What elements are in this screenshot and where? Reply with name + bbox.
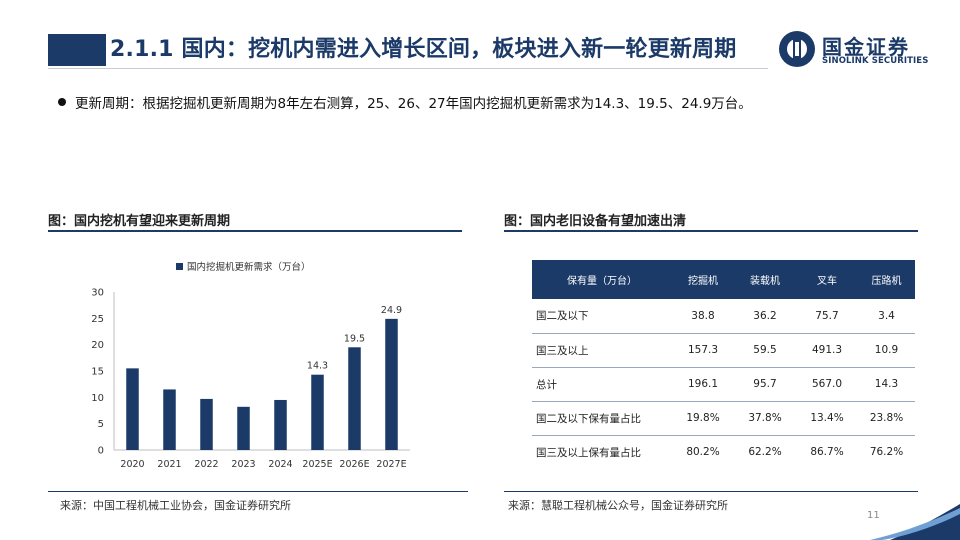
chart-legend: 国内挖掘机更新需求（万台） [176, 261, 311, 273]
bullet-point: 更新周期：根据挖掘机更新周期为8年左右测算，25、26、27年国内挖掘机更新需求… [58, 92, 752, 112]
table-cell: 62.2% [748, 446, 782, 459]
y-tick-label: 15 [91, 367, 104, 378]
title-accent-block [48, 34, 106, 66]
y-tick-label: 25 [91, 314, 104, 325]
table-cell: 14.3 [858, 367, 915, 402]
table-cell: 491.3 [796, 333, 858, 368]
bullet-dot-icon [58, 98, 66, 106]
slide-title: 2.1.1 国内：挖机内需进入增长区间，板块进入新一轮更新周期 [110, 37, 737, 62]
bar [126, 368, 139, 450]
left-figure-caption: 图：国内挖机有望迎来更新周期 [48, 214, 231, 229]
company-logo: 国金证券 SINOLINK SECURITIES [778, 30, 948, 70]
data-labels: 14.3 19.5 24.9 [307, 305, 402, 372]
left-source-text: 来源：中国工程机械工业协会，国金证券研究所 [60, 499, 291, 512]
right-source-text: 来源：慧聪工程机械公众号，国金证券研究所 [508, 499, 728, 512]
table-cell: 37.8% [734, 401, 796, 436]
left-caption-rule [48, 230, 462, 232]
x-tick-label: 2020 [120, 459, 144, 470]
bar [237, 406, 250, 450]
table-row-label: 国三及以上 [532, 333, 672, 368]
bar [311, 374, 324, 450]
page-number: 11 [867, 510, 880, 521]
logo-chinese-name: 国金证券 [822, 35, 910, 59]
table-row-label: 国二及以下保有量占比 [532, 401, 672, 436]
bar-data-label: 14.3 [307, 361, 328, 372]
logo-mark-icon [779, 31, 815, 67]
x-tick-label: 2024 [268, 459, 292, 470]
y-tick-label: 30 [91, 288, 104, 299]
table-cell: 23.8% [858, 401, 915, 436]
equipment-table: 保有量（万台） 挖掘机 装载机 叉车 压路机 国二及以下 38.8 36.2 7… [532, 260, 915, 469]
table-cell: 13.4% [796, 401, 858, 436]
x-tick-label: 2023 [231, 459, 255, 470]
logo-english-name: SINOLINK SECURITIES [822, 56, 929, 66]
y-axis: 0 5 10 15 20 25 30 [91, 288, 115, 457]
table-header-cell: 叉车 [796, 260, 858, 299]
table-cell: 38.8 [672, 299, 734, 334]
table-header-row: 保有量（万台） 挖掘机 装载机 叉车 压路机 [532, 260, 915, 299]
table-header-cell: 挖掘机 [672, 260, 734, 299]
table-row-label: 国三及以上保有量占比 [536, 446, 641, 459]
table-header-cell: 装载机 [734, 260, 796, 299]
table-row-label: 国二及以下 [532, 299, 672, 334]
x-tick-label: 2022 [194, 459, 218, 470]
bar-series [126, 318, 398, 450]
bar [274, 399, 287, 450]
right-caption-rule [504, 230, 918, 232]
table-cell: 75.7 [796, 299, 858, 334]
table-cell: 3.4 [858, 299, 915, 334]
bar [348, 347, 361, 450]
table-cell: 196.1 [672, 367, 734, 402]
table-row: 国三及以上保有量占比 80.2% 62.2% 86.7% 76.2% [532, 435, 915, 469]
table-header-cell: 保有量（万台） [532, 260, 672, 299]
y-tick-label: 10 [91, 393, 104, 404]
bar [385, 318, 398, 450]
bar-data-label: 19.5 [344, 333, 365, 344]
title-divider [48, 68, 768, 69]
table-row-label: 总计 [532, 367, 672, 402]
footer-swoosh-decoration [870, 504, 960, 540]
table-cell: 567.0 [796, 367, 858, 402]
bar [200, 398, 213, 450]
table-cell: 86.7% [810, 446, 844, 459]
y-tick-label: 0 [98, 446, 104, 457]
x-tick-label: 2025E [302, 459, 332, 470]
legend-swatch [176, 263, 183, 270]
bar-data-label: 24.9 [381, 305, 402, 316]
table-cell: 10.9 [858, 333, 915, 368]
table-row: 总计 196.1 95.7 567.0 14.3 [532, 367, 915, 402]
table-row: 国二及以下 38.8 36.2 75.7 3.4 [532, 299, 915, 334]
table-cell: 59.5 [734, 333, 796, 368]
x-tick-label: 2026E [339, 459, 369, 470]
x-axis: 2020 2021 2022 2023 2024 2025E 2026E 2027E [114, 449, 410, 470]
left-source-rule [48, 491, 468, 492]
table-cell: 76.2% [869, 446, 904, 459]
right-figure-caption: 图：国内老旧设备有望加速出清 [504, 214, 687, 229]
bar [163, 389, 176, 450]
table-cell: 19.8% [672, 401, 734, 436]
table-header-cell: 压路机 [858, 260, 915, 299]
table-row: 国三及以上 157.3 59.5 491.3 10.9 [532, 333, 915, 368]
table-row: 国二及以下保有量占比 19.8% 37.8% 13.4% 23.8% [532, 401, 915, 436]
table-cell: 80.2% [686, 446, 720, 459]
y-tick-label: 5 [98, 419, 104, 430]
bullet-text: 更新周期：根据挖掘机更新周期为8年左右测算，25、26、27年国内挖掘机更新需求… [75, 96, 752, 112]
table-cell: 157.3 [672, 333, 734, 368]
right-source-rule [504, 491, 918, 492]
legend-label: 国内挖掘机更新需求（万台） [187, 261, 311, 273]
x-tick-label: 2021 [157, 459, 181, 470]
table-cell: 36.2 [734, 299, 796, 334]
y-tick-label: 20 [91, 340, 104, 351]
x-tick-label: 2027E [376, 459, 406, 470]
table-cell: 95.7 [734, 367, 796, 402]
